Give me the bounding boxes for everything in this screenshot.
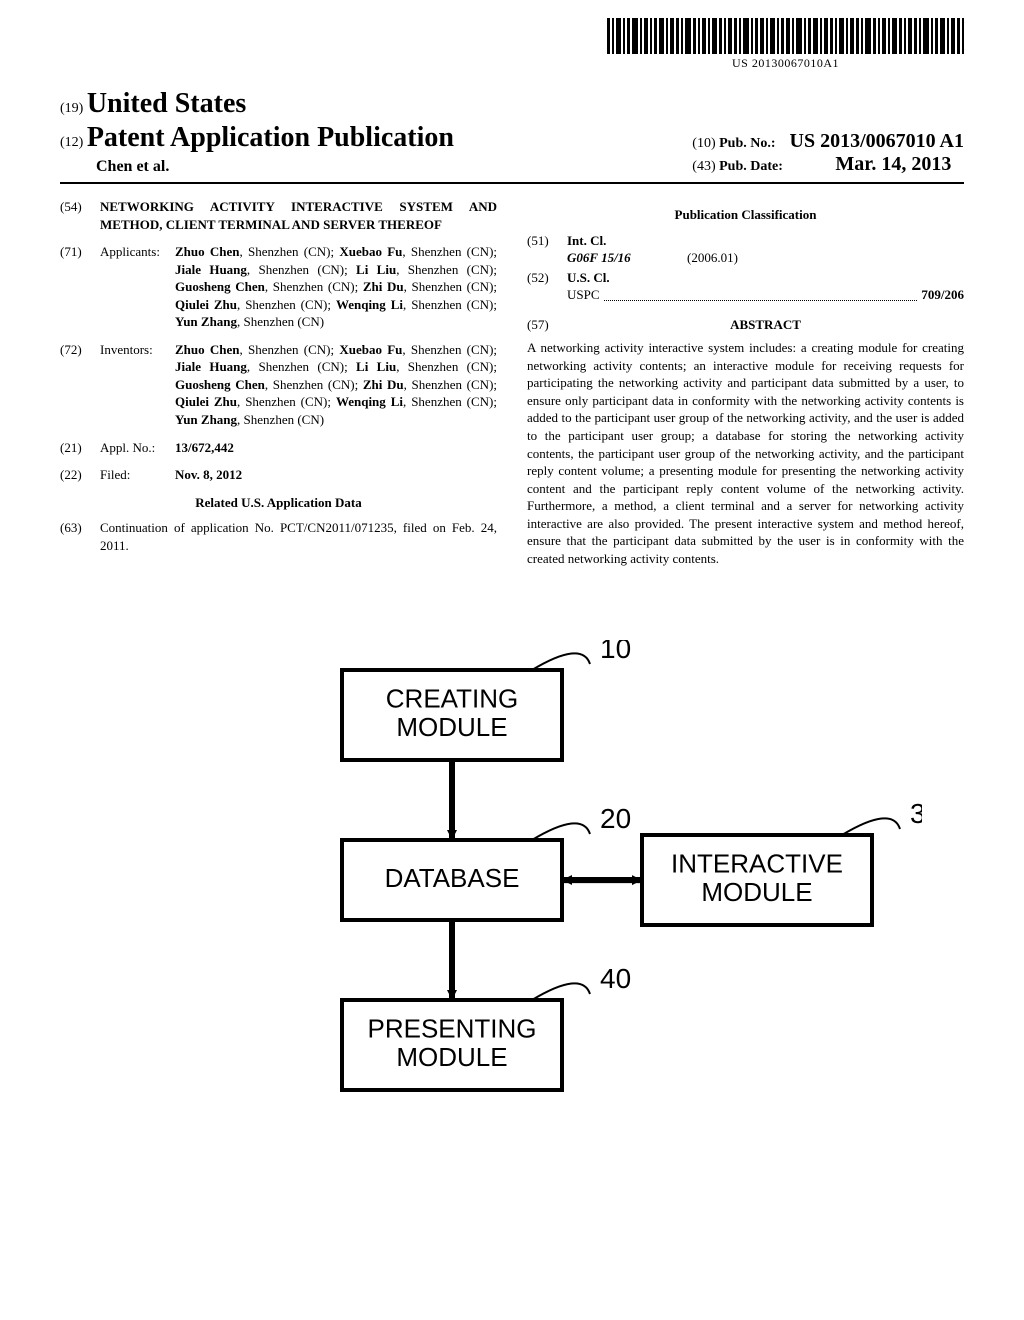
pubno-label: Pub. No.: <box>719 136 775 151</box>
field54-title: NETWORKING ACTIVITY INTERACTIVE SYSTEM A… <box>100 198 497 233</box>
pubno-value: US 2013/0067010 A1 <box>790 130 964 152</box>
svg-text:10: 10 <box>600 640 631 664</box>
svg-text:30: 30 <box>910 798 922 829</box>
field54-num: (54) <box>60 198 100 233</box>
field21-value: 13/672,442 <box>175 439 497 457</box>
field72-content: Zhuo Chen, Shenzhen (CN); Xuebao Fu, She… <box>175 341 497 429</box>
header-block: (19) United States (12) Patent Applicati… <box>60 88 964 176</box>
svg-text:DATABASE: DATABASE <box>385 863 520 893</box>
field51-label: Int. Cl. <box>567 232 964 250</box>
authors-short: Chen et al. <box>60 158 454 176</box>
pubdate-label: Pub. Date: <box>719 159 783 174</box>
field72-label: Inventors: <box>100 341 175 429</box>
country-name: United States <box>87 88 246 119</box>
pubclass-heading: Publication Classification <box>527 206 964 224</box>
code-43: (43) <box>692 159 715 174</box>
field52-line-label: USPC <box>567 286 600 304</box>
doc-type: Patent Application Publication <box>87 122 454 153</box>
field51-num: (51) <box>527 232 567 267</box>
field57-num: (57) <box>527 316 567 334</box>
field63-num: (63) <box>60 519 100 554</box>
svg-text:MODULE: MODULE <box>396 1042 507 1072</box>
svg-text:INTERACTIVE: INTERACTIVE <box>671 849 843 879</box>
abstract-text: A networking activity interactive system… <box>527 339 964 567</box>
field51-code: G06F 15/16 <box>567 249 687 267</box>
barcode-block: US 20130067010A1 <box>607 18 964 71</box>
svg-text:MODULE: MODULE <box>701 877 812 907</box>
related-heading: Related U.S. Application Data <box>60 494 497 512</box>
dotted-leader <box>604 286 918 301</box>
field71-label: Applicants: <box>100 243 175 331</box>
block-diagram: CREATINGMODULE10DATABASE20INTERACTIVEMOD… <box>0 640 1024 1140</box>
field72-num: (72) <box>60 341 100 429</box>
svg-text:PRESENTING: PRESENTING <box>367 1014 536 1044</box>
code-12: (12) <box>60 135 83 150</box>
header-divider <box>60 182 964 184</box>
field21-num: (21) <box>60 439 100 457</box>
svg-text:CREATING: CREATING <box>386 684 518 714</box>
abstract-heading: ABSTRACT <box>730 317 801 332</box>
code-19: (19) <box>60 101 83 116</box>
field71-content: Zhuo Chen, Shenzhen (CN); Xuebao Fu, She… <box>175 243 497 331</box>
barcode-text: US 20130067010A1 <box>607 56 964 71</box>
field52-label: U.S. Cl. <box>567 269 964 287</box>
svg-text:40: 40 <box>600 963 631 994</box>
field22-value: Nov. 8, 2012 <box>175 466 497 484</box>
pubdate-value: Mar. 14, 2013 <box>835 153 951 175</box>
field71-num: (71) <box>60 243 100 331</box>
field21-label: Appl. No.: <box>100 439 175 457</box>
field52-num: (52) <box>527 269 567 304</box>
svg-text:20: 20 <box>600 803 631 834</box>
field22-label: Filed: <box>100 466 175 484</box>
right-column: Publication Classification (51) Int. Cl.… <box>527 198 964 567</box>
svg-text:MODULE: MODULE <box>396 712 507 742</box>
field63-content: Continuation of application No. PCT/CN20… <box>100 519 497 554</box>
code-10: (10) <box>692 136 715 151</box>
left-column: (54) NETWORKING ACTIVITY INTERACTIVE SYS… <box>60 198 497 567</box>
field51-date: (2006.01) <box>687 249 738 267</box>
barcode-graphic <box>607 18 964 54</box>
field22-num: (22) <box>60 466 100 484</box>
field52-value: 709/206 <box>921 286 964 304</box>
